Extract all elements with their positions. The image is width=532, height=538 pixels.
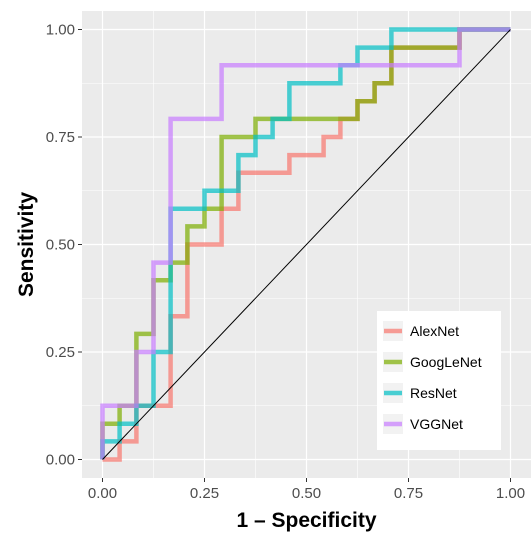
x-tick-label: 0.75: [394, 485, 423, 502]
x-tick-label: 0.00: [88, 485, 117, 502]
legend-label-resnet: ResNet: [410, 385, 457, 401]
x-tick-label: 1.00: [496, 485, 525, 502]
y-tick-label: 0.50: [46, 237, 75, 254]
legend: AlexNet GoogLeNet ResNet VGGNet: [377, 311, 501, 450]
y-axis-title: Sensitivity: [15, 192, 38, 297]
axis-ticks: 0.00 0.25 0.50 0.75 1.00 0.00 0.25 0.50 0.75 1.00: [46, 22, 525, 503]
x-tick-label: 0.25: [190, 485, 219, 502]
legend-label-alexnet: AlexNet: [410, 323, 459, 339]
x-tick-label: 0.50: [292, 485, 321, 502]
chance-diagonal-line: [102, 29, 511, 460]
x-axis-title: 1 – Specificity: [236, 509, 376, 532]
y-tick-label: 1.00: [46, 22, 75, 39]
y-tick-label: 0.75: [46, 129, 75, 146]
y-tick-label: 0.00: [46, 452, 75, 469]
legend-label-googlenet: GoogLeNet: [410, 354, 482, 370]
legend-label-vggnet: VGGNet: [410, 416, 463, 432]
y-tick-label: 0.25: [46, 344, 75, 361]
series-line-vggnet: [100, 27, 511, 460]
